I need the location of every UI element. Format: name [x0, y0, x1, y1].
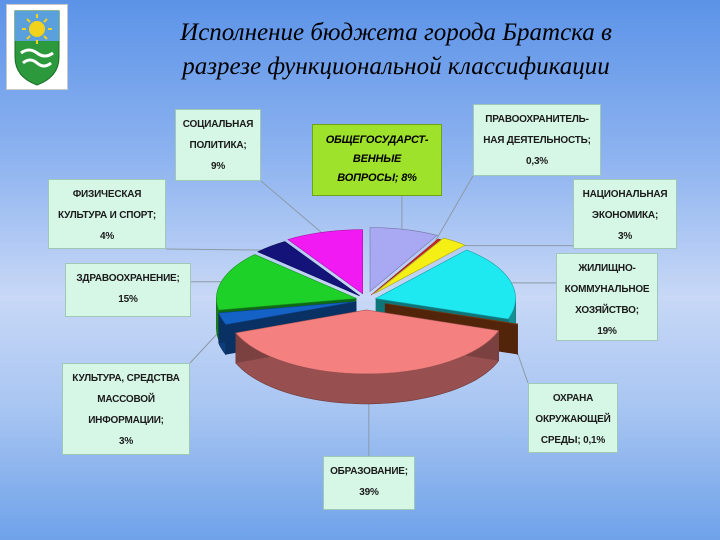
slice-label-sport: ФИЗИЧЕСКАЯ КУЛЬТУРА И СПОРТ; 4%	[48, 179, 166, 249]
page-title: Исполнение бюджета города Братска в разр…	[86, 16, 706, 84]
slice-label-health-line: ЗДРАВООХРАНЕНИЕ;	[76, 273, 180, 284]
pie-slice-social	[287, 229, 363, 295]
slice-label-culture-line: ИНФОРМАЦИИ;	[88, 415, 164, 426]
slice-label-env: ОХРАНА ОКРУЖАЮЩЕЙ СРЕДЫ; 0,1%	[528, 383, 618, 453]
slice-label-culture-line: КУЛЬТУРА, СРЕДСТВА	[72, 373, 180, 384]
pie-slice-econ	[373, 237, 466, 294]
leader-line-law	[433, 175, 474, 245]
slice-label-econ-line: 3%	[617, 231, 633, 242]
slice-label-social: СОЦИАЛЬНАЯ ПОЛИТИКА; 9%	[175, 109, 261, 181]
slice-label-housing: ЖИЛИЩНО- КОММУНАЛЬНОЕ ХОЗЯЙСТВО; 19%	[556, 253, 658, 341]
slice-label-culture-line: МАССОВОЙ	[97, 394, 155, 405]
pie-slice-env	[384, 303, 519, 325]
slice-label-law-line: 0,3%	[526, 156, 548, 167]
pie-slice-law	[370, 238, 442, 296]
slice-label-econ-line: НАЦИОНАЛЬНАЯ	[582, 189, 668, 200]
slice-label-law: ПРАВООХРАНИТЕЛЬ- НАЯ ДЕЯТЕЛЬНОСТЬ; 0,3%	[473, 104, 601, 176]
slice-label-social-line: 9%	[210, 161, 226, 172]
pie-top-faces	[216, 227, 519, 375]
slice-label-sport-line: 4%	[99, 231, 115, 242]
slice-label-edu-line: 39%	[359, 487, 379, 498]
title-line-1: Исполнение бюджета города Братска в	[180, 19, 612, 46]
slice-label-gov-line: ВОПРОСЫ; 8%	[337, 172, 417, 184]
slice-label-housing-line: 19%	[597, 326, 617, 337]
slice-label-culture-line: 3%	[118, 436, 134, 447]
slice-label-edu-line: ОБРАЗОВАНИЕ;	[330, 466, 408, 477]
title-line-2: разрезе функциональной классификации	[182, 53, 610, 80]
leader-line-social	[260, 180, 328, 238]
slice-label-sport-line: КУЛЬТУРА И СПОРТ;	[57, 210, 157, 221]
pie-slice-health	[216, 254, 357, 311]
slice-label-sport-line: ФИЗИЧЕСКАЯ	[72, 189, 142, 200]
pie-slice-culture	[218, 301, 357, 325]
slice-label-env-line: ОКРУЖАЮЩЕЙ	[535, 414, 611, 425]
slice-label-health: ЗДРАВООХРАНЕНИЕ; 15%	[65, 263, 191, 317]
slice-label-env-line: ОХРАНА	[552, 393, 594, 404]
slice-label-culture: КУЛЬТУРА, СРЕДСТВА МАССОВОЙ ИНФОРМАЦИИ; 3%	[62, 363, 190, 455]
slice-label-econ: НАЦИОНАЛЬНАЯ ЭКОНОМИКА; 3%	[573, 179, 677, 249]
slice-label-housing-line: ЖИЛИЩНО-	[578, 263, 636, 274]
slice-label-social-line: ПОЛИТИКА;	[189, 140, 247, 151]
slice-label-law-line: НАЯ ДЕЯТЕЛЬНОСТЬ;	[483, 135, 591, 146]
slice-label-housing-line: КОММУНАЛЬНОЕ	[564, 284, 650, 295]
slice-label-social-line: СОЦИАЛЬНАЯ	[182, 119, 254, 130]
slice-label-health-line: 15%	[118, 294, 138, 305]
slice-label-edu: ОБРАЗОВАНИЕ; 39%	[323, 456, 415, 510]
slice-label-env-line: СРЕДЫ; 0,1%	[540, 435, 606, 446]
pie-slice-edu	[235, 309, 500, 375]
leader-lines	[165, 175, 573, 456]
slice-label-econ-line: ЭКОНОМИКА;	[591, 210, 659, 221]
slice-label-housing-line: ХОЗЯЙСТВО;	[575, 305, 639, 316]
slice-label-law-line: ПРАВООХРАНИТЕЛЬ-	[485, 114, 589, 125]
pie-slice-sport	[257, 241, 360, 297]
pie-slice-gov	[369, 227, 438, 293]
slice-label-gov: ОБЩЕГОСУДАРСТ- ВЕННЫЕ ВОПРОСЫ; 8%	[312, 124, 442, 196]
city-coat-of-arms-logo	[6, 4, 68, 90]
slice-label-gov-line: ВЕННЫЕ	[352, 153, 402, 165]
leader-line-sport	[165, 248, 278, 251]
slice-label-gov-line: ОБЩЕГОСУДАРСТ-	[325, 134, 429, 146]
pie-slice-housing	[374, 249, 516, 320]
